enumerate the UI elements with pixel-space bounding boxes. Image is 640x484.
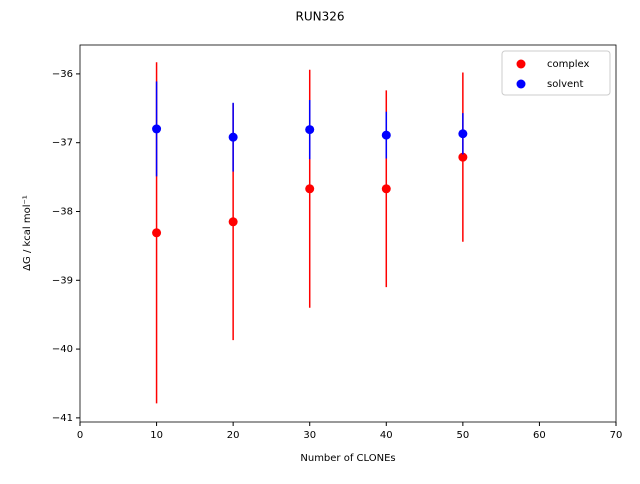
chart-title: RUN326	[295, 10, 344, 24]
y-tick-label: −38	[52, 206, 73, 217]
point	[152, 228, 162, 238]
legend-label: complex	[547, 59, 589, 70]
legend-box	[501, 50, 611, 96]
y-tick-label: −40	[52, 344, 73, 355]
point	[458, 152, 468, 162]
y-tick-label: −39	[52, 275, 73, 286]
x-tick-label: 70	[610, 430, 623, 441]
x-tick-label: 20	[227, 430, 240, 441]
point	[381, 130, 391, 140]
x-tick-label: 40	[380, 430, 393, 441]
point	[305, 184, 315, 194]
point	[381, 184, 391, 194]
y-tick-label: −41	[52, 413, 73, 424]
x-axis-label: Number of CLONEs	[300, 453, 395, 464]
x-tick-label: 50	[456, 430, 469, 441]
legend-marker	[516, 59, 526, 69]
x-tick-label: 10	[150, 430, 163, 441]
y-axis-label: ΔG / kcal mol⁻¹	[22, 195, 33, 271]
legend-label: solvent	[547, 79, 584, 90]
y-tick-label: −37	[52, 138, 73, 149]
y-tick-label: −36	[52, 69, 73, 80]
x-tick-label: 30	[303, 430, 316, 441]
point	[152, 124, 162, 134]
point	[458, 129, 468, 139]
legend-marker	[516, 79, 526, 89]
plot-frame	[79, 44, 617, 423]
point	[305, 125, 315, 135]
point	[228, 132, 238, 142]
x-tick-label: 0	[77, 430, 83, 441]
point	[228, 217, 238, 227]
x-tick-label: 60	[533, 430, 546, 441]
